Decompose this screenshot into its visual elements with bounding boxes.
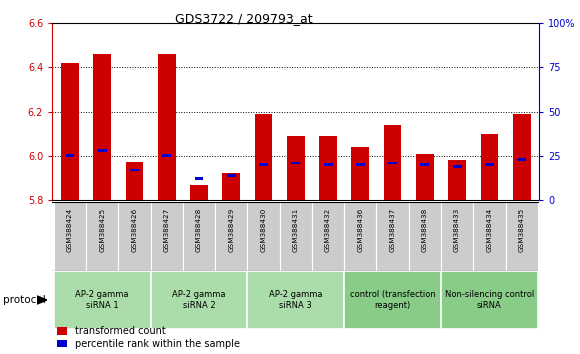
Bar xyxy=(344,202,376,271)
Text: GSM388432: GSM388432 xyxy=(325,207,331,252)
Bar xyxy=(126,162,143,200)
Bar xyxy=(376,202,409,271)
Bar xyxy=(183,202,215,271)
Bar xyxy=(448,160,466,200)
Bar xyxy=(227,174,235,177)
Bar xyxy=(118,202,151,271)
Bar xyxy=(409,202,441,271)
Bar xyxy=(513,114,531,200)
Bar xyxy=(506,202,538,271)
Text: GSM388438: GSM388438 xyxy=(422,207,428,252)
Text: AP-2 gamma
siRNA 1: AP-2 gamma siRNA 1 xyxy=(75,290,129,310)
Bar xyxy=(93,54,111,200)
Polygon shape xyxy=(37,296,47,304)
Bar xyxy=(66,154,74,157)
Bar xyxy=(420,163,429,166)
Bar xyxy=(280,202,312,271)
Bar xyxy=(351,147,369,200)
Text: protocol: protocol xyxy=(3,295,46,305)
Text: control (transfection
reagent): control (transfection reagent) xyxy=(350,290,436,310)
Text: GSM388431: GSM388431 xyxy=(293,207,299,252)
Bar xyxy=(312,202,344,271)
Bar xyxy=(485,163,494,166)
Bar xyxy=(130,169,139,171)
Bar xyxy=(287,136,305,200)
Bar xyxy=(480,134,498,200)
Text: AP-2 gamma
siRNA 2: AP-2 gamma siRNA 2 xyxy=(172,290,226,310)
Bar xyxy=(324,163,332,166)
Bar xyxy=(416,154,434,200)
Bar xyxy=(158,54,176,200)
Text: GSM388436: GSM388436 xyxy=(357,207,363,252)
Text: GDS3722 / 209793_at: GDS3722 / 209793_at xyxy=(175,12,313,25)
Bar xyxy=(162,154,171,157)
Text: GSM388424: GSM388424 xyxy=(67,207,73,252)
Bar xyxy=(356,163,365,166)
Text: GSM388437: GSM388437 xyxy=(390,207,396,252)
Text: GSM388433: GSM388433 xyxy=(454,207,460,252)
Bar xyxy=(151,202,183,271)
Bar xyxy=(248,271,344,329)
Bar xyxy=(190,184,208,200)
Text: GSM388430: GSM388430 xyxy=(260,207,267,252)
Bar xyxy=(319,136,337,200)
Bar xyxy=(194,177,204,180)
Bar xyxy=(259,163,268,166)
Bar xyxy=(452,165,462,168)
Bar xyxy=(291,161,300,164)
Bar xyxy=(388,161,397,164)
Text: GSM388435: GSM388435 xyxy=(519,207,525,252)
Text: Non-silencing control
siRNA: Non-silencing control siRNA xyxy=(445,290,534,310)
Bar xyxy=(215,202,248,271)
Bar xyxy=(54,271,151,329)
Legend: transformed count, percentile rank within the sample: transformed count, percentile rank withi… xyxy=(57,326,240,349)
Text: GSM388427: GSM388427 xyxy=(164,207,170,252)
Text: AP-2 gamma
siRNA 3: AP-2 gamma siRNA 3 xyxy=(269,290,322,310)
Bar xyxy=(441,271,538,329)
Bar xyxy=(517,158,526,161)
Bar xyxy=(441,202,473,271)
Bar xyxy=(248,202,280,271)
Bar xyxy=(54,202,86,271)
Bar xyxy=(86,202,118,271)
Text: GSM388425: GSM388425 xyxy=(99,207,105,252)
Bar xyxy=(344,271,441,329)
Bar xyxy=(151,271,248,329)
Bar xyxy=(255,114,273,200)
Bar xyxy=(61,63,79,200)
Bar xyxy=(98,149,107,152)
Text: GSM388426: GSM388426 xyxy=(132,207,137,252)
Bar xyxy=(473,202,506,271)
Bar xyxy=(222,173,240,200)
Bar xyxy=(384,125,401,200)
Text: GSM388434: GSM388434 xyxy=(487,207,492,252)
Text: GSM388428: GSM388428 xyxy=(196,207,202,252)
Text: GSM388429: GSM388429 xyxy=(229,207,234,252)
